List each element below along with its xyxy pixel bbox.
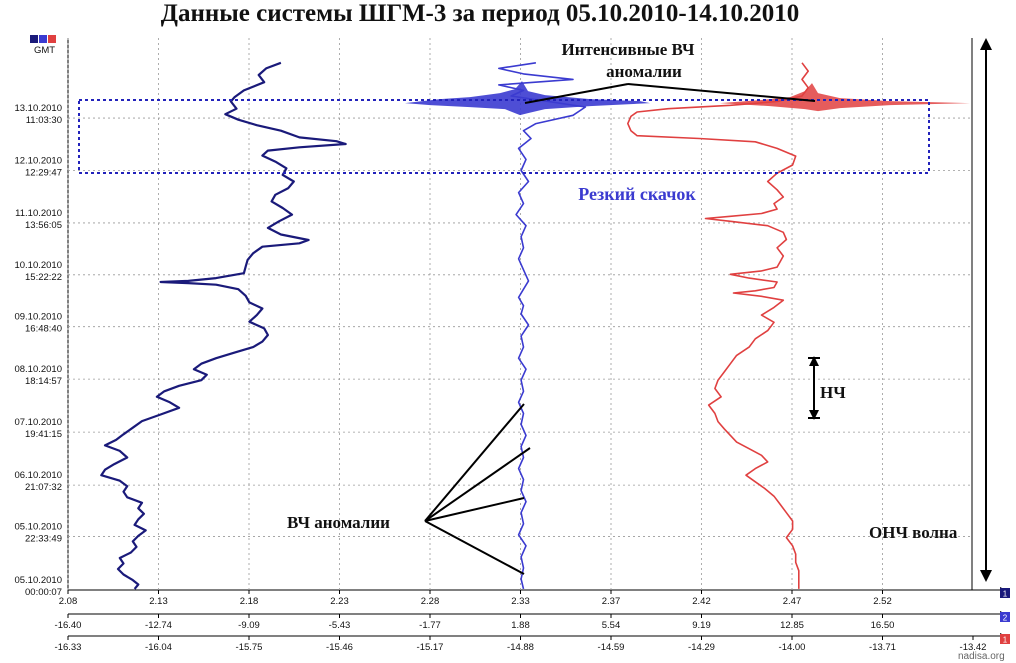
y-tick-time: 13:56:05 [25,220,62,231]
axis-badge [1000,634,1010,644]
x-tick-label: -14.00 [779,642,806,653]
jump-label: Резкий скачок [578,184,696,204]
x-tick-label: -5.43 [329,620,351,631]
hf-leader-1 [424,403,525,522]
y-tick-time: 12:29:47 [25,167,62,178]
watermark: nadisa.org [958,651,1005,662]
lf-arrow-bottom [809,410,819,420]
series-line-3 [626,62,810,589]
series-line-1 [100,61,347,590]
axis-badge-label: 2 [1003,614,1008,623]
y-tick-time: 19:41:15 [25,429,62,440]
y-tick-date: 12.10.2010 [14,155,62,166]
x-tick-label: -16.40 [55,620,82,631]
axis-badge-label: 1 [1003,590,1008,599]
y-tick-time: 11:03:30 [26,115,62,126]
grid [67,38,972,590]
hf-intense-leaders [524,83,816,104]
y-tick-date: 07.10.2010 [14,417,62,428]
series-line-2 [497,62,587,590]
axis-badge [1000,612,1010,622]
legend-badge-3 [48,35,56,43]
hf-intense-leader-2 [627,83,816,102]
hf-intense-label-line2: аномалии [606,62,682,81]
x-tick-label: -13.42 [960,642,987,653]
x-tick-label: 2.52 [873,596,892,607]
x-tick-label: 2.23 [330,596,349,607]
x-tick-label: -16.04 [145,642,172,653]
x-tick-label: 2.37 [602,596,621,607]
page-title: Данные системы ШГМ-3 за период 05.10.201… [160,0,800,27]
x-tick-label: 2.33 [511,596,530,607]
y-tick-date: 05.10.2010 [14,521,62,532]
y-tick-date: 13.10.2010 [14,103,62,114]
plot-frame [67,38,973,591]
x-tick-label: 2.13 [149,596,168,607]
y-tick-date: 08.10.2010 [14,364,62,375]
x-tick-label: -15.75 [236,642,263,653]
legend-badge-2 [39,35,47,43]
x-tick-label: -15.17 [417,642,444,653]
y-tick-time: 15:22:22 [25,272,62,283]
x-tick-label: 2.42 [692,596,711,607]
x-tick-label: -1.77 [419,620,441,631]
y-tick-time: 00:00:07 [25,587,62,598]
hf-label: ВЧ аномалии [287,513,390,532]
y-tick-time: 21:07:32 [25,482,62,493]
y-tick-time: 22:33:49 [25,533,62,544]
y-tick-date: 09.10.2010 [14,312,62,323]
gmt-label: GMT [34,45,55,56]
y-tick-date: 05.10.2010 [14,575,62,586]
x-tick-label: -15.46 [326,642,353,653]
x-tick-label: 12.85 [780,620,804,631]
x-tick-label: -13.71 [869,642,896,653]
axis-badge [1000,588,1010,598]
hf-leader-lines [424,403,531,575]
legend-badges [30,35,56,43]
y-tick-time: 18:14:57 [25,376,62,387]
hf-intense-leader-1 [524,83,629,104]
x-tick-label: -14.29 [688,642,715,653]
ulf-arrow-top [980,38,992,50]
hf-burst-red [720,83,970,112]
y-tick-date: 11.10.2010 [15,208,62,219]
x-tick-label: 2.47 [783,596,802,607]
x-tick-label: 1.88 [511,620,530,631]
x-tick-label: 5.54 [602,620,621,631]
x-tick-label: -12.74 [145,620,172,631]
legend-badge-1 [30,35,38,43]
x-axes: 2.08 2.13 2.18 2.23 2.28 2.33 2.37 2.42 2.47 2.52… [55,587,1010,653]
x-tick-label: 9.19 [692,620,711,631]
highlight-box [78,99,930,174]
hf-leader-4 [424,520,525,575]
axis-badge-label: 1 [1003,636,1008,645]
hf-intense-label-line1: Интенсивные ВЧ [561,40,695,59]
x-tick-label: 2.18 [240,596,259,607]
y-tick-date: 10.10.2010 [14,260,62,271]
x-tick-label: 2.28 [421,596,440,607]
x-tick-label: -9.09 [238,620,260,631]
ulf-arrow-bottom [980,570,992,582]
x-tick-label: -14.59 [598,642,625,653]
lf-label: НЧ [820,383,846,402]
hf-leader-2 [424,447,531,522]
series-group [100,61,810,590]
ulf-label: ОНЧ волна [869,523,958,542]
x-tick-label: -16.33 [55,642,82,653]
x-tick-label: -14.88 [507,642,534,653]
hf-leader-3 [424,497,525,522]
y-tick-time: 16:48:40 [25,324,62,335]
hf-burst [405,81,970,116]
lf-arrow-top [809,356,819,366]
y-tick-date: 06.10.2010 [14,470,62,481]
x-tick-label: 2.08 [59,596,78,607]
x-tick-label: 16.50 [871,620,895,631]
